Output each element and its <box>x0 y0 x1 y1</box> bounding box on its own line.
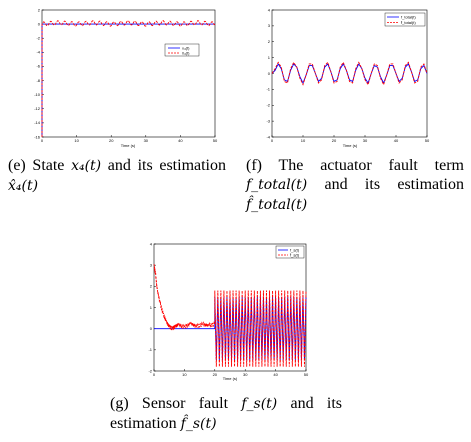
x-tick-label: 0 <box>271 138 274 143</box>
y-tick-label: 0 <box>150 326 153 331</box>
x-tick-label: 10 <box>74 138 79 143</box>
y-tick-label: -14 <box>34 120 41 125</box>
y-tick-label: -4 <box>36 50 40 55</box>
y-tick-label: -10 <box>34 92 41 97</box>
y-tick-label: -6 <box>36 64 40 69</box>
y-tick-label: 4 <box>150 241 153 246</box>
y-tick-label: -2 <box>148 368 152 373</box>
y-tick-label: 0 <box>268 71 271 76</box>
caption-e: (e) State x₄(t) and its estimation x̂₄(t… <box>8 157 227 194</box>
x-tick-label: 30 <box>363 138 368 143</box>
x-tick-label: 20 <box>109 138 114 143</box>
y-tick-label: -8 <box>36 78 40 83</box>
chart-g-legend: f_s(t) f̂_s(t) <box>275 245 305 259</box>
y-tick-label: -3 <box>266 118 270 123</box>
y-tick-label: 3 <box>150 262 153 267</box>
x-tick-label: 40 <box>178 138 183 143</box>
y-tick-label: 2 <box>150 284 153 289</box>
chart-e-legend-x4-hat: x̂₄(t) <box>182 51 190 56</box>
y-tick-label: 1 <box>268 55 271 60</box>
chart-e: 20-2-4-6-8-10-12-14-16 0 10 20 30 40 50 Time … <box>34 7 218 148</box>
x-tick-label: 20 <box>213 372 218 377</box>
x-tick-label: 30 <box>243 372 248 377</box>
caption-f: (f) The actuator fault term f_total(t) a… <box>246 157 464 213</box>
y-tick-label: -2 <box>36 36 40 41</box>
y-tick-label: 4 <box>268 7 271 12</box>
x-tick-label: 50 <box>425 138 430 143</box>
chart-e-yticks: 2 0 -2 -4 -6 -8 -10 -12 -14 -16 <box>34 7 44 139</box>
chart-e-legend-x4: x₄(t) <box>182 46 190 51</box>
chart-f-xlabel: Time (s) <box>343 143 358 148</box>
y-tick-label: 2 <box>268 39 271 44</box>
series-line-f-1 <box>271 61 428 86</box>
series-line-g-1 <box>153 264 307 367</box>
chart-f-lines <box>271 61 428 86</box>
y-tick-label: -16 <box>34 134 41 139</box>
chart-g-legend-fs-hat: f̂_s(t) <box>290 253 300 258</box>
y-tick-label: 1 <box>150 305 153 310</box>
chart-f-legend-ftotal: f_total(t) <box>401 15 416 20</box>
chart-f-xticks: 0 10 20 30 40 50 <box>271 135 430 143</box>
chart-g-xticks: 0 10 20 30 40 50 <box>153 369 309 377</box>
x-tick-label: 40 <box>273 372 278 377</box>
y-tick-label: 2 <box>38 7 41 12</box>
chart-f-frame <box>271 9 428 138</box>
x-tick-label: 20 <box>332 138 337 143</box>
y-tick-label: 3 <box>268 23 271 28</box>
chart-f-legend: f_total(t) f̂_total(t) <box>384 12 426 27</box>
caption-g: (g) Sensor fault f_s(t) and its estimati… <box>110 395 342 432</box>
series-line-e-1 <box>41 20 216 138</box>
series-line-e-0 <box>41 23 215 138</box>
y-tick-label: -1 <box>266 87 270 92</box>
chart-g-lines <box>153 264 307 367</box>
y-tick-label: -2 <box>266 103 270 108</box>
chart-g-xlabel: Time (s) <box>223 376 238 381</box>
chart-e-legend: x₄(t) x̂₄(t) <box>164 43 200 57</box>
x-tick-label: 50 <box>304 372 309 377</box>
x-tick-label: 0 <box>41 138 44 143</box>
y-tick-label: 0 <box>38 21 41 26</box>
y-tick-label: -1 <box>148 347 152 352</box>
chart-e-lines <box>41 20 216 138</box>
x-tick-label: 10 <box>301 138 306 143</box>
x-tick-label: 50 <box>213 138 218 143</box>
chart-f-legend-ftotal-hat: f̂_total(t) <box>401 20 417 25</box>
x-tick-label: 40 <box>394 138 399 143</box>
chart-g-legend-fs: f_s(t) <box>290 248 300 253</box>
x-tick-label: 30 <box>144 138 149 143</box>
x-tick-label: 0 <box>153 372 156 377</box>
y-tick-label: -12 <box>34 106 41 111</box>
chart-g-yticks: 4 3 2 1 0 -1 -2 <box>148 241 156 373</box>
chart-e-frame <box>41 9 216 138</box>
y-tick-label: -4 <box>266 134 270 139</box>
chart-e-xlabel: Time (s) <box>121 143 136 148</box>
x-tick-label: 10 <box>182 372 187 377</box>
